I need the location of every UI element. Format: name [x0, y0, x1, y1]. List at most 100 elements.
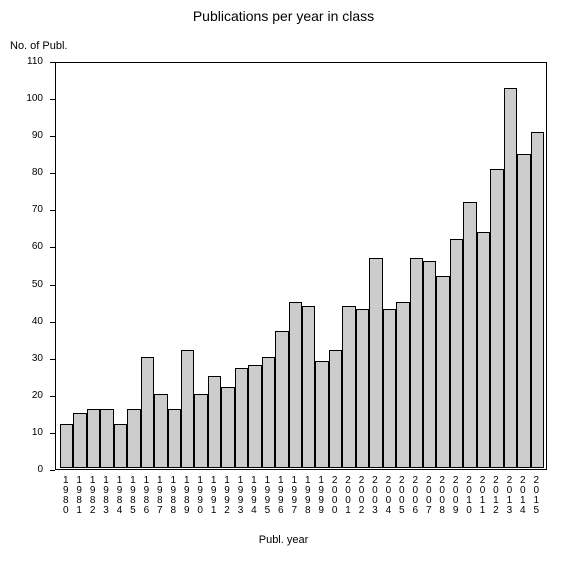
x-tick-label: 1994	[247, 476, 260, 516]
bar	[531, 132, 544, 468]
x-tick-label: 1985	[126, 476, 139, 516]
x-tick-label: 2008	[435, 476, 448, 516]
x-tick-label: 1989	[180, 476, 193, 516]
x-tick-label: 1980	[59, 476, 72, 516]
y-axis-title: No. of Publ.	[10, 40, 67, 52]
x-tick-label: 2015	[530, 476, 543, 516]
bar	[490, 169, 503, 468]
y-tick-mark	[50, 285, 55, 286]
bar	[423, 261, 436, 468]
x-tick-label: 2004	[382, 476, 395, 516]
y-tick-label: 100	[0, 93, 43, 104]
y-tick-mark	[50, 322, 55, 323]
x-tick-label: 2011	[476, 476, 489, 516]
x-tick-label: 1983	[99, 476, 112, 516]
y-tick-mark	[50, 99, 55, 100]
bar	[383, 309, 396, 468]
x-tick-label: 2005	[395, 476, 408, 516]
x-tick-label: 1987	[153, 476, 166, 516]
bar	[396, 302, 409, 468]
bar	[329, 350, 342, 468]
bar	[127, 409, 140, 468]
bar	[262, 357, 275, 468]
y-tick-mark	[50, 396, 55, 397]
bar	[289, 302, 302, 468]
x-tick-label: 1986	[140, 476, 153, 516]
y-tick-label: 90	[0, 130, 43, 141]
x-tick-label: 1993	[234, 476, 247, 516]
y-tick-label: 60	[0, 241, 43, 252]
x-tick-label: 1997	[288, 476, 301, 516]
x-tick-label: 2007	[422, 476, 435, 516]
x-tick-label: 1991	[207, 476, 220, 516]
bar	[87, 409, 100, 468]
x-tick-label: 2012	[489, 476, 502, 516]
bar	[60, 424, 73, 468]
bar	[450, 239, 463, 468]
x-axis-title: Publ. year	[0, 534, 567, 546]
y-tick-mark	[50, 173, 55, 174]
plot-area	[55, 62, 547, 470]
y-tick-label: 10	[0, 427, 43, 438]
x-tick-label: 2001	[341, 476, 354, 516]
bar	[477, 232, 490, 468]
x-tick-label: 1999	[314, 476, 327, 516]
y-tick-mark	[50, 62, 55, 63]
bar	[154, 394, 167, 468]
bar	[369, 258, 382, 468]
y-tick-label: 110	[0, 56, 43, 67]
x-tick-label: 1995	[261, 476, 274, 516]
bar	[342, 306, 355, 468]
x-tick-label: 1984	[113, 476, 126, 516]
x-tick-label: 1996	[274, 476, 287, 516]
x-tick-label: 2003	[368, 476, 381, 516]
bar	[141, 357, 154, 468]
y-tick-mark	[50, 136, 55, 137]
bar	[517, 154, 530, 468]
y-tick-mark	[50, 247, 55, 248]
x-tick-label: 1981	[72, 476, 85, 516]
bar	[315, 361, 328, 468]
bar	[436, 276, 449, 468]
bar	[463, 202, 476, 468]
bar	[235, 368, 248, 468]
y-tick-mark	[50, 470, 55, 471]
bar	[302, 306, 315, 468]
y-tick-mark	[50, 433, 55, 434]
y-tick-label: 80	[0, 167, 43, 178]
bar	[181, 350, 194, 468]
y-tick-mark	[50, 359, 55, 360]
x-tick-label: 2014	[516, 476, 529, 516]
y-tick-label: 0	[0, 464, 43, 475]
x-tick-label: 1998	[301, 476, 314, 516]
bar	[504, 88, 517, 468]
bar	[114, 424, 127, 468]
bar	[356, 309, 369, 468]
y-tick-label: 70	[0, 204, 43, 215]
bar	[168, 409, 181, 468]
x-tick-label: 1992	[220, 476, 233, 516]
x-tick-label: 2000	[328, 476, 341, 516]
bar	[410, 258, 423, 468]
y-tick-label: 40	[0, 316, 43, 327]
x-tick-label: 2010	[462, 476, 475, 516]
bar	[275, 331, 288, 468]
y-tick-label: 50	[0, 279, 43, 290]
x-tick-label: 1988	[167, 476, 180, 516]
chart-title: Publications per year in class	[0, 8, 567, 24]
x-tick-label: 1990	[193, 476, 206, 516]
x-tick-label: 2006	[409, 476, 422, 516]
bar	[208, 376, 221, 468]
x-tick-label: 2013	[503, 476, 516, 516]
bar	[100, 409, 113, 468]
bar	[194, 394, 207, 468]
bar	[221, 387, 234, 468]
x-tick-label: 2002	[355, 476, 368, 516]
y-tick-label: 30	[0, 353, 43, 364]
x-tick-label: 1982	[86, 476, 99, 516]
bar	[248, 365, 261, 468]
x-tick-label: 2009	[449, 476, 462, 516]
chart-container: Publications per year in class No. of Pu…	[0, 0, 567, 567]
y-tick-mark	[50, 210, 55, 211]
y-tick-label: 20	[0, 390, 43, 401]
